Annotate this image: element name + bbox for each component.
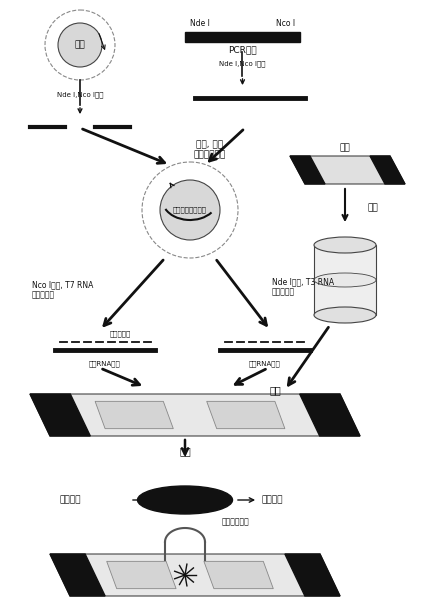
Text: Nco I: Nco I bbox=[276, 19, 295, 28]
Polygon shape bbox=[107, 562, 176, 589]
Polygon shape bbox=[290, 156, 405, 184]
Text: 反义RNA探针: 反义RNA探针 bbox=[89, 361, 121, 367]
Text: Nco I酶切, T7 RNA
聚合酶标记: Nco I酶切, T7 RNA 聚合酶标记 bbox=[32, 280, 94, 299]
Ellipse shape bbox=[314, 237, 376, 253]
Text: 地高辛标记: 地高辛标记 bbox=[109, 331, 130, 337]
Text: 碱性磷酸酶: 碱性磷酸酶 bbox=[174, 497, 196, 503]
Text: 含插入片段的质粒: 含插入片段的质粒 bbox=[173, 206, 207, 214]
Polygon shape bbox=[30, 394, 360, 436]
Polygon shape bbox=[285, 554, 340, 596]
Text: 无色底物: 无色底物 bbox=[60, 496, 82, 505]
Text: 抗地高辛抗体: 抗地高辛抗体 bbox=[222, 517, 250, 527]
Bar bbox=[314, 245, 376, 315]
Polygon shape bbox=[50, 554, 105, 596]
Text: Nde I酶切, T3 RNA
聚合酶标记: Nde I酶切, T3 RNA 聚合酶标记 bbox=[272, 277, 334, 296]
Text: 质粒: 质粒 bbox=[75, 40, 85, 49]
Text: Nde I: Nde I bbox=[190, 19, 210, 28]
Text: 杂交: 杂交 bbox=[270, 385, 282, 395]
Text: PCR产品: PCR产品 bbox=[228, 46, 257, 55]
Polygon shape bbox=[300, 394, 360, 436]
Text: 检测: 检测 bbox=[179, 446, 191, 456]
Polygon shape bbox=[95, 401, 173, 428]
Polygon shape bbox=[204, 562, 273, 589]
Text: 紫色沉淀: 紫色沉淀 bbox=[262, 496, 283, 505]
Circle shape bbox=[58, 23, 102, 67]
Bar bbox=[185, 32, 300, 42]
Text: 处理: 处理 bbox=[368, 203, 379, 212]
Text: Nde I,Nco I酶切: Nde I,Nco I酶切 bbox=[57, 91, 103, 98]
Text: 正义RNA探针: 正义RNA探针 bbox=[249, 361, 281, 367]
Text: 涂片: 涂片 bbox=[340, 143, 350, 152]
Polygon shape bbox=[207, 401, 285, 428]
Text: Nde I,Nco I酶切: Nde I,Nco I酶切 bbox=[219, 60, 266, 67]
Circle shape bbox=[160, 180, 220, 240]
Polygon shape bbox=[370, 156, 405, 184]
Ellipse shape bbox=[314, 273, 376, 287]
Polygon shape bbox=[290, 156, 325, 184]
Ellipse shape bbox=[138, 486, 232, 514]
Polygon shape bbox=[50, 554, 340, 596]
Ellipse shape bbox=[314, 307, 376, 323]
Text: 连接, 筛选
得到阳性质粒: 连接, 筛选 得到阳性质粒 bbox=[194, 140, 226, 160]
Polygon shape bbox=[30, 394, 90, 436]
